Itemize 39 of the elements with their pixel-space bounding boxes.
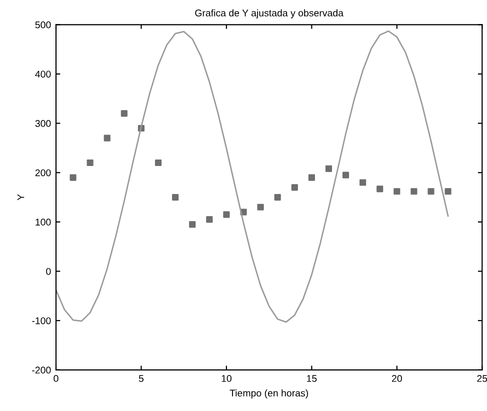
point bbox=[428, 188, 434, 195]
y-tick-label: 200 bbox=[35, 169, 51, 176]
y-tick-label: 0 bbox=[46, 268, 51, 275]
point bbox=[360, 179, 366, 186]
x-tick-label: 20 bbox=[392, 375, 402, 382]
y-tick-label: 300 bbox=[35, 120, 51, 127]
point bbox=[444, 188, 452, 195]
point bbox=[376, 186, 384, 192]
point bbox=[206, 216, 213, 223]
point bbox=[189, 221, 196, 228]
y-tick-label: -100 bbox=[32, 317, 51, 324]
x-tick-label: 25 bbox=[477, 375, 487, 382]
point bbox=[104, 134, 110, 142]
point bbox=[291, 184, 298, 191]
point bbox=[70, 174, 76, 181]
point bbox=[223, 211, 230, 218]
x-tick-label: 10 bbox=[222, 375, 232, 382]
y-tick-label: 100 bbox=[36, 218, 51, 226]
point bbox=[172, 194, 179, 201]
chart-title: Grafica de Y ajustada y observada bbox=[195, 9, 344, 18]
point bbox=[86, 159, 94, 166]
line-series bbox=[56, 30, 449, 323]
point bbox=[274, 194, 281, 201]
point bbox=[325, 165, 332, 172]
point bbox=[410, 188, 418, 195]
point bbox=[394, 188, 400, 195]
point bbox=[257, 204, 264, 210]
x-tick-label: 0 bbox=[54, 375, 58, 382]
y-tick-label: 400 bbox=[35, 70, 51, 78]
y-tick-label: -200 bbox=[32, 366, 51, 374]
y-axis-title: Y bbox=[17, 194, 24, 200]
x-axis-title: Tiempo (en horas) bbox=[230, 389, 308, 398]
point bbox=[154, 159, 162, 166]
point bbox=[308, 174, 315, 181]
point bbox=[342, 172, 350, 178]
x-tick-label: 5 bbox=[138, 375, 144, 382]
point bbox=[120, 110, 128, 117]
x-tick-label: 15 bbox=[307, 375, 317, 382]
y-tick-label: 500 bbox=[35, 21, 51, 28]
